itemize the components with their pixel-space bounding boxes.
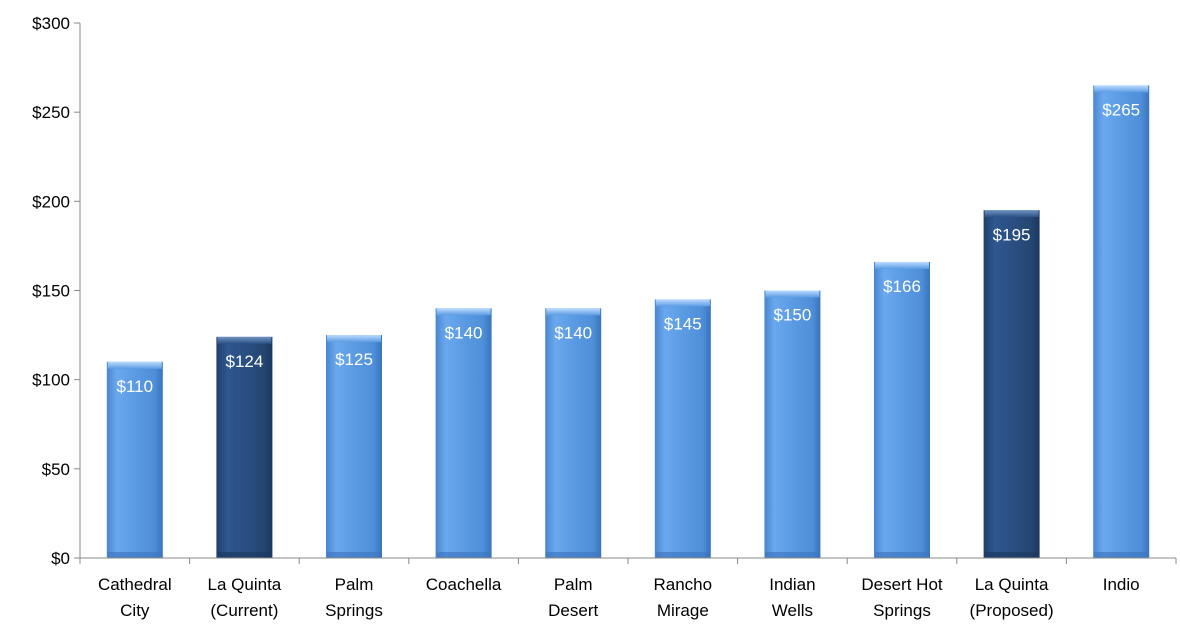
data-label: $265: [1102, 100, 1140, 119]
bar-cap: [655, 299, 710, 307]
bar-base: [107, 552, 162, 558]
data-label: $125: [335, 350, 373, 369]
x-tick-label: Indio: [1103, 575, 1140, 594]
x-tick-label: Desert: [548, 601, 598, 620]
bar-base: [546, 552, 601, 558]
bar-group: $140: [545, 308, 602, 558]
bar-cap: [327, 335, 381, 343]
bar-cap: [546, 308, 601, 316]
bar-group: $125: [326, 335, 382, 558]
y-tick-label: $300: [32, 14, 70, 33]
data-label: $124: [225, 352, 263, 371]
y-tick-label: $100: [32, 371, 70, 390]
bar-base: [217, 552, 272, 558]
x-tick-label: La Quinta: [975, 575, 1049, 594]
data-label: $140: [554, 323, 592, 342]
data-label: $166: [883, 277, 921, 296]
x-axis: Cathedral City La Quinta (Current) Palm Sprin…: [79, 557, 1177, 620]
x-tick-label: Indian: [769, 575, 815, 594]
x-tick-label: Cathedral: [98, 575, 172, 594]
bar: [326, 335, 382, 558]
bar-group: $166: [874, 261, 930, 558]
x-tick-label: Wells: [772, 601, 813, 620]
x-tick-label: Springs: [325, 601, 383, 620]
x-tick-label: Springs: [873, 601, 931, 620]
bar: [764, 290, 821, 558]
bar-base: [984, 552, 1039, 558]
y-axis: $0 $50 $100 $150 $200 $250 $300: [32, 14, 81, 568]
y-tick-label: $50: [42, 460, 70, 479]
bar-group: $150: [764, 290, 821, 558]
y-tick-label: $200: [32, 192, 70, 211]
x-tick-label: Mirage: [657, 601, 709, 620]
bar: [435, 308, 492, 558]
bar-highlight: [983, 210, 1040, 558]
bar: [874, 261, 930, 558]
bar-group: $140: [435, 308, 492, 558]
x-tick-label: (Current): [210, 601, 278, 620]
x-tick-label: Palm: [335, 575, 374, 594]
x-tick-label: City: [120, 601, 150, 620]
bar-group: $145: [654, 299, 711, 558]
x-tick-label: Coachella: [426, 575, 502, 594]
bar: [1093, 85, 1150, 559]
bar: [106, 361, 163, 558]
bar-cap: [984, 210, 1039, 218]
data-label: $195: [993, 225, 1031, 244]
bar-base: [655, 552, 710, 558]
bar-base: [1094, 552, 1149, 558]
y-tick-label: $150: [32, 282, 70, 301]
bar-group: $195: [983, 210, 1040, 558]
bar-base: [327, 552, 381, 558]
bars: $110 $124 $125 $140 $140 $145 $150 $166 $195 $265: [106, 85, 1150, 559]
x-tick-label: Desert Hot: [861, 575, 943, 594]
data-label: $150: [773, 306, 811, 325]
x-tick-label: Rancho: [653, 575, 712, 594]
bar-group: $265: [1093, 85, 1150, 559]
data-label: $110: [117, 377, 154, 396]
bar-cap: [1094, 85, 1149, 93]
bar-group: $110: [106, 361, 163, 558]
bar-cap: [765, 290, 820, 298]
bar-cap: [875, 261, 929, 269]
bar-base: [765, 552, 820, 558]
bar-base: [436, 552, 491, 558]
x-tick-label: Palm: [554, 575, 593, 594]
bar-group: $124: [216, 336, 273, 558]
bar-cap: [107, 361, 162, 369]
data-label: $145: [664, 314, 702, 333]
data-label: $140: [445, 323, 483, 342]
bar-cap: [436, 308, 491, 316]
bar-base: [875, 552, 929, 558]
bar: [654, 299, 711, 558]
x-tick-label: La Quinta: [208, 575, 282, 594]
x-tick-label: (Proposed): [970, 601, 1054, 620]
y-tick-label: $250: [32, 103, 70, 122]
bar-cap: [217, 336, 272, 344]
bar-highlight: [216, 336, 273, 558]
y-tick-label: $0: [51, 549, 70, 568]
bar: [545, 308, 602, 558]
